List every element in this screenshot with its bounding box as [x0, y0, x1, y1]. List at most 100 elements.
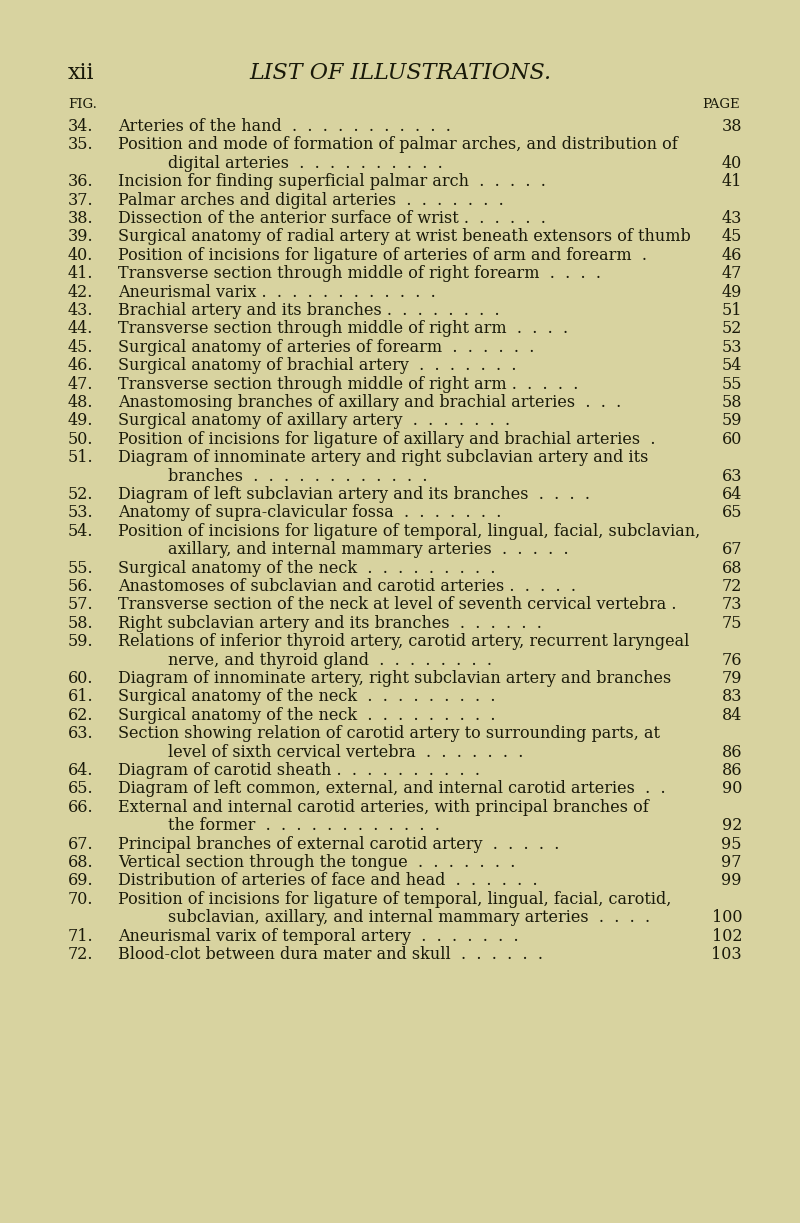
- Text: 63: 63: [722, 467, 742, 484]
- Text: 54.: 54.: [68, 522, 94, 539]
- Text: 42.: 42.: [68, 284, 94, 301]
- Text: 90: 90: [722, 780, 742, 797]
- Text: 34.: 34.: [68, 117, 94, 135]
- Text: 75: 75: [722, 615, 742, 632]
- Text: 43: 43: [722, 210, 742, 227]
- Text: 72.: 72.: [68, 947, 94, 963]
- Text: 65.: 65.: [68, 780, 94, 797]
- Text: 67.: 67.: [68, 835, 94, 852]
- Text: Anatomy of supra-clavicular fossa  .  .  .  .  .  .  .: Anatomy of supra-clavicular fossa . . . …: [118, 504, 502, 521]
- Text: Diagram of innominate artery and right subclavian artery and its: Diagram of innominate artery and right s…: [118, 449, 648, 466]
- Text: 49.: 49.: [68, 412, 94, 429]
- Text: 60: 60: [722, 430, 742, 448]
- Text: 54: 54: [722, 357, 742, 374]
- Text: 46: 46: [722, 247, 742, 264]
- Text: 63.: 63.: [68, 725, 94, 742]
- Text: Surgical anatomy of arteries of forearm  .  .  .  .  .  .: Surgical anatomy of arteries of forearm …: [118, 339, 534, 356]
- Text: Surgical anatomy of axillary artery  .  .  .  .  .  .  .: Surgical anatomy of axillary artery . . …: [118, 412, 510, 429]
- Text: Position of incisions for ligature of axillary and brachial arteries  .: Position of incisions for ligature of ax…: [118, 430, 655, 448]
- Text: 84: 84: [722, 707, 742, 724]
- Text: 53: 53: [722, 339, 742, 356]
- Text: Position of incisions for ligature of arteries of arm and forearm  .: Position of incisions for ligature of ar…: [118, 247, 647, 264]
- Text: 73: 73: [722, 597, 742, 614]
- Text: Aneurismal varix of temporal artery  .  .  .  .  .  .  .: Aneurismal varix of temporal artery . . …: [118, 927, 518, 944]
- Text: 71.: 71.: [68, 927, 94, 944]
- Text: Distribution of arteries of face and head  .  .  .  .  .  .: Distribution of arteries of face and hea…: [118, 872, 538, 889]
- Text: 55.: 55.: [68, 560, 94, 576]
- Text: 86: 86: [722, 744, 742, 761]
- Text: 41.: 41.: [68, 265, 94, 283]
- Text: Brachial artery and its branches .  .  .  .  .  .  .  .: Brachial artery and its branches . . . .…: [118, 302, 500, 319]
- Text: Vertical section through the tongue  .  .  .  .  .  .  .: Vertical section through the tongue . . …: [118, 854, 515, 871]
- Text: Transverse section through middle of right forearm  .  .  .  .: Transverse section through middle of rig…: [118, 265, 601, 283]
- Text: FIG.: FIG.: [68, 98, 97, 111]
- Text: 68.: 68.: [68, 854, 94, 871]
- Text: 56.: 56.: [68, 578, 94, 596]
- Text: 72: 72: [722, 578, 742, 596]
- Text: 65: 65: [722, 504, 742, 521]
- Text: 92: 92: [722, 817, 742, 834]
- Text: Surgical anatomy of brachial artery  .  .  .  .  .  .  .: Surgical anatomy of brachial artery . . …: [118, 357, 517, 374]
- Text: Anastomoses of subclavian and carotid arteries .  .  .  .  .: Anastomoses of subclavian and carotid ar…: [118, 578, 576, 596]
- Text: 66.: 66.: [68, 799, 94, 816]
- Text: 83: 83: [722, 689, 742, 706]
- Text: nerve, and thyroid gland  .  .  .  .  .  .  .  .: nerve, and thyroid gland . . . . . . . .: [168, 652, 492, 669]
- Text: Surgical anatomy of the neck  .  .  .  .  .  .  .  .  .: Surgical anatomy of the neck . . . . . .…: [118, 707, 495, 724]
- Text: Diagram of left subclavian artery and its branches  .  .  .  .: Diagram of left subclavian artery and it…: [118, 486, 590, 503]
- Text: 40: 40: [722, 155, 742, 171]
- Text: the former  .  .  .  .  .  .  .  .  .  .  .  .: the former . . . . . . . . . . . .: [168, 817, 440, 834]
- Text: axillary, and internal mammary arteries  .  .  .  .  .: axillary, and internal mammary arteries …: [168, 542, 569, 558]
- Text: subclavian, axillary, and internal mammary arteries  .  .  .  .: subclavian, axillary, and internal mamma…: [168, 909, 650, 926]
- Text: 95: 95: [722, 835, 742, 852]
- Text: 52.: 52.: [68, 486, 94, 503]
- Text: 47: 47: [722, 265, 742, 283]
- Text: 58.: 58.: [68, 615, 94, 632]
- Text: 46.: 46.: [68, 357, 94, 374]
- Text: 67: 67: [722, 542, 742, 558]
- Text: 58: 58: [722, 394, 742, 411]
- Text: 52: 52: [722, 320, 742, 338]
- Text: 47.: 47.: [68, 375, 94, 393]
- Text: 45.: 45.: [68, 339, 94, 356]
- Text: 68: 68: [722, 560, 742, 576]
- Text: Transverse section through middle of right arm .  .  .  .  .: Transverse section through middle of rig…: [118, 375, 578, 393]
- Text: Section showing relation of carotid artery to surrounding parts, at: Section showing relation of carotid arte…: [118, 725, 660, 742]
- Text: 44.: 44.: [68, 320, 94, 338]
- Text: xii: xii: [68, 62, 94, 84]
- Text: Principal branches of external carotid artery  .  .  .  .  .: Principal branches of external carotid a…: [118, 835, 559, 852]
- Text: 43.: 43.: [68, 302, 94, 319]
- Text: 62.: 62.: [68, 707, 94, 724]
- Text: digital arteries  .  .  .  .  .  .  .  .  .  .: digital arteries . . . . . . . . . .: [168, 155, 442, 171]
- Text: Palmar arches and digital arteries  .  .  .  .  .  .  .: Palmar arches and digital arteries . . .…: [118, 192, 504, 209]
- Text: Transverse section through middle of right arm  .  .  .  .: Transverse section through middle of rig…: [118, 320, 568, 338]
- Text: 45: 45: [722, 229, 742, 246]
- Text: 35.: 35.: [68, 137, 94, 153]
- Text: 51.: 51.: [68, 449, 94, 466]
- Text: 39.: 39.: [68, 229, 94, 246]
- Text: 103: 103: [711, 947, 742, 963]
- Text: 69.: 69.: [68, 872, 94, 889]
- Text: 50.: 50.: [68, 430, 94, 448]
- Text: 59: 59: [722, 412, 742, 429]
- Text: 36.: 36.: [68, 174, 94, 191]
- Text: LIST OF ILLUSTRATIONS.: LIST OF ILLUSTRATIONS.: [249, 62, 551, 84]
- Text: Dissection of the anterior surface of wrist .  .  .  .  .  .: Dissection of the anterior surface of wr…: [118, 210, 546, 227]
- Text: Aneurismal varix .  .  .  .  .  .  .  .  .  .  .  .: Aneurismal varix . . . . . . . . . . . .: [118, 284, 436, 301]
- Text: 70.: 70.: [68, 890, 94, 907]
- Text: 64: 64: [722, 486, 742, 503]
- Text: 49: 49: [722, 284, 742, 301]
- Text: 102: 102: [711, 927, 742, 944]
- Text: 100: 100: [711, 909, 742, 926]
- Text: External and internal carotid arteries, with principal branches of: External and internal carotid arteries, …: [118, 799, 649, 816]
- Text: 48.: 48.: [68, 394, 94, 411]
- Text: 79: 79: [722, 670, 742, 687]
- Text: 99: 99: [722, 872, 742, 889]
- Text: Position and mode of formation of palmar arches, and distribution of: Position and mode of formation of palmar…: [118, 137, 678, 153]
- Text: Anastomosing branches of axillary and brachial arteries  .  .  .: Anastomosing branches of axillary and br…: [118, 394, 622, 411]
- Text: 97: 97: [722, 854, 742, 871]
- Text: 57.: 57.: [68, 597, 94, 614]
- Text: 38: 38: [722, 117, 742, 135]
- Text: 51: 51: [722, 302, 742, 319]
- Text: 60.: 60.: [68, 670, 94, 687]
- Text: 55: 55: [722, 375, 742, 393]
